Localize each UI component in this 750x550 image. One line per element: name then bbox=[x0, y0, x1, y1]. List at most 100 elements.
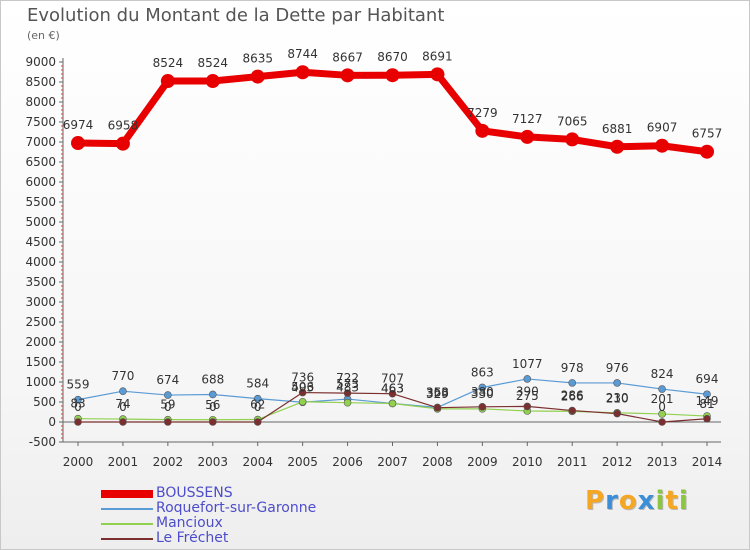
data-label-Mancioux: 483 bbox=[336, 381, 359, 395]
data-label-Le Fréchet: 0 bbox=[658, 400, 666, 414]
x-tick-label: 2007 bbox=[377, 455, 408, 469]
x-tick-label: 2012 bbox=[602, 455, 633, 469]
data-point-BOUSSENS bbox=[475, 123, 490, 138]
chart-title: Evolution du Montant de la Dette par Hab… bbox=[27, 5, 445, 26]
data-label-Roquefort-sur-Garonne: 584 bbox=[246, 377, 269, 391]
x-tick-label: 2009 bbox=[467, 455, 498, 469]
data-point-Roquefort-sur-Garonne bbox=[613, 379, 621, 387]
data-point-BOUSSENS bbox=[160, 74, 175, 89]
data-point-Mancioux bbox=[343, 398, 352, 407]
logo-letter: r bbox=[605, 486, 619, 516]
data-label-Roquefort-sur-Garonne: 573 bbox=[336, 377, 359, 391]
data-label-Roquefort-sur-Garonne: 688 bbox=[201, 372, 224, 386]
data-point-BOUSSENS bbox=[385, 68, 400, 83]
data-point-BOUSSENS bbox=[115, 136, 130, 151]
x-tick-label: 2013 bbox=[647, 455, 678, 469]
y-tick-label: 4000 bbox=[25, 255, 56, 269]
data-point-BOUSSENS bbox=[610, 139, 625, 154]
data-label-Le Fréchet: 722 bbox=[336, 371, 359, 385]
data-label-Roquefort-sur-Garonne: 363 bbox=[426, 385, 449, 399]
data-label-Le Fréchet: 390 bbox=[516, 384, 539, 398]
data-label-BOUSSENS: 7065 bbox=[557, 114, 588, 128]
x-tick-label: 2005 bbox=[287, 455, 318, 469]
data-label-Le Fréchet: 707 bbox=[381, 372, 404, 386]
y-tick-label: 6000 bbox=[25, 175, 56, 189]
y-tick-label: 8500 bbox=[25, 75, 56, 89]
data-label-Mancioux: 59 bbox=[160, 398, 175, 412]
y-tick-label: 3500 bbox=[25, 275, 56, 289]
data-point-BOUSSENS bbox=[430, 67, 445, 82]
data-label-BOUSSENS: 7127 bbox=[512, 112, 543, 126]
data-point-Roquefort-sur-Garonne bbox=[253, 394, 262, 403]
data-label-Mancioux: 266 bbox=[561, 389, 584, 403]
proxiti-logo: Proxiti bbox=[585, 486, 689, 516]
data-label-BOUSSENS: 6958 bbox=[108, 119, 139, 133]
data-point-Le Fréchet bbox=[703, 414, 711, 423]
x-tick-label: 2010 bbox=[512, 455, 543, 469]
x-tick-label: 2011 bbox=[557, 455, 588, 469]
y-tick-label: 0 bbox=[48, 415, 56, 429]
y-tick-label: 2500 bbox=[25, 315, 56, 329]
data-point-Mancioux bbox=[658, 410, 666, 418]
data-label-BOUSSENS: 6757 bbox=[692, 127, 723, 141]
legend-item: Mancioux bbox=[101, 515, 361, 531]
data-point-Roquefort-sur-Garonne bbox=[164, 391, 172, 399]
legend: BOUSSENS Roquefort-sur-Garonne Mancioux Le … bbox=[101, 485, 361, 546]
legend-item: Roquefort-sur-Garonne bbox=[101, 500, 361, 516]
x-tick-label: 2008 bbox=[422, 455, 453, 469]
data-label-Mancioux: 506 bbox=[291, 380, 314, 394]
legend-swatch bbox=[101, 523, 153, 525]
legend-item: BOUSSENS bbox=[101, 485, 361, 501]
data-point-Roquefort-sur-Garonne bbox=[74, 395, 82, 404]
data-point-BOUSSENS bbox=[295, 65, 310, 80]
data-point-BOUSSENS bbox=[340, 68, 355, 83]
logo-letter: t bbox=[665, 486, 679, 516]
data-point-Le Fréchet bbox=[208, 418, 217, 426]
data-point-Le Fréchet bbox=[253, 418, 262, 426]
data-label-BOUSSENS: 6907 bbox=[647, 121, 678, 135]
data-label-Roquefort-sur-Garonne: 863 bbox=[471, 365, 494, 379]
data-point-Roquefort-sur-Garonne bbox=[478, 383, 487, 392]
x-tick-label: 2004 bbox=[242, 455, 273, 469]
data-point-BOUSSENS bbox=[565, 132, 580, 147]
data-label-Le Fréchet: 0 bbox=[209, 400, 217, 414]
logo-letter: x bbox=[637, 486, 656, 516]
data-label-Le Fréchet: 0 bbox=[254, 400, 262, 414]
data-point-Le Fréchet bbox=[74, 418, 82, 426]
data-point-Le Fréchet bbox=[343, 389, 352, 397]
legend-label: Roquefort-sur-Garonne bbox=[156, 500, 317, 516]
data-label-Roquefort-sur-Garonne: 824 bbox=[651, 367, 674, 381]
data-label-Mancioux: 329 bbox=[426, 387, 449, 401]
x-tick-label: 2001 bbox=[108, 455, 139, 469]
data-label-Le Fréchet: 286 bbox=[561, 389, 584, 403]
y-tick-label: 5500 bbox=[25, 195, 56, 209]
unit-label: (en €) bbox=[27, 29, 60, 42]
data-point-Le Fréchet bbox=[298, 388, 307, 397]
x-tick-label: 2003 bbox=[198, 455, 229, 469]
data-label-Roquefort-sur-Garonne: 463 bbox=[381, 381, 404, 395]
data-label-Mancioux: 149 bbox=[696, 394, 719, 408]
data-point-Le Fréchet bbox=[164, 418, 172, 426]
data-label-Mancioux: 74 bbox=[115, 397, 130, 411]
y-tick-label: -500 bbox=[29, 435, 56, 449]
y-tick-label: 7500 bbox=[25, 115, 56, 129]
y-tick-label: 3000 bbox=[25, 295, 56, 309]
y-tick-label: 6500 bbox=[25, 155, 56, 169]
data-point-BOUSSENS bbox=[250, 69, 265, 84]
data-point-BOUSSENS bbox=[520, 129, 535, 144]
logo-letter: o bbox=[618, 486, 638, 516]
data-label-Roquefort-sur-Garonne: 674 bbox=[156, 373, 179, 387]
logo-letter: i bbox=[655, 486, 666, 516]
data-point-Le Fréchet bbox=[433, 403, 442, 412]
data-label-Le Fréchet: 81 bbox=[699, 397, 714, 411]
data-point-BOUSSENS bbox=[655, 138, 670, 153]
data-label-BOUSSENS: 7279 bbox=[467, 106, 498, 120]
x-tick-label: 2006 bbox=[332, 455, 363, 469]
data-point-Roquefort-sur-Garonne bbox=[568, 379, 577, 387]
data-point-Roquefort-sur-Garonne bbox=[523, 375, 532, 383]
x-tick-label: 2002 bbox=[153, 455, 184, 469]
data-point-Roquefort-sur-Garonne bbox=[208, 390, 217, 399]
data-point-Le Fréchet bbox=[568, 406, 577, 415]
y-tick-label: 8000 bbox=[25, 95, 56, 109]
